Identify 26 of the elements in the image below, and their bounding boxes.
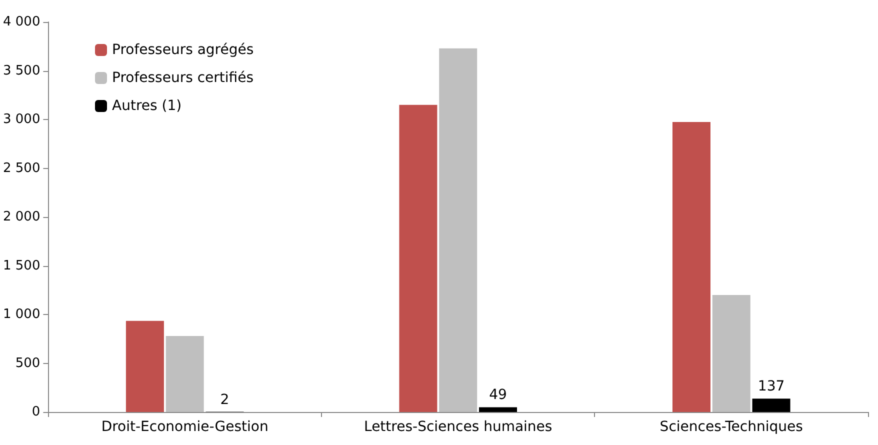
x-tick-label: Droit-Economie-Gestion — [101, 419, 268, 435]
bar — [712, 295, 750, 412]
bar — [166, 336, 204, 412]
y-tick-label: 3 500 — [3, 63, 40, 78]
y-tick-label: 1 500 — [3, 258, 40, 274]
data-label: 2 — [220, 392, 230, 408]
bar — [479, 407, 518, 412]
bar — [439, 48, 478, 412]
bar — [672, 122, 710, 412]
y-tick-label: 3 000 — [3, 112, 40, 127]
bar — [399, 104, 438, 412]
y-tick-label: 2 500 — [3, 160, 40, 176]
legend-label: Autres (1) — [112, 98, 182, 114]
legend-label: Professeurs agrégés — [112, 42, 254, 58]
y-tick-label: 2 000 — [3, 210, 40, 224]
legend-label: Professeurs certifiés — [112, 70, 254, 86]
y-tick-label: 0 — [32, 404, 40, 420]
x-tick-label: Sciences-Techniques — [660, 419, 803, 435]
y-tick-label: 4 000 — [3, 14, 40, 30]
y-tick-label: 500 — [15, 356, 40, 371]
data-label: 137 — [758, 378, 785, 395]
bar — [126, 320, 164, 412]
y-tick-label: 1 000 — [3, 307, 40, 322]
x-tick-label: Lettres-Sciences humaines — [364, 419, 552, 435]
bar — [752, 398, 790, 412]
data-label: 49 — [489, 387, 507, 404]
